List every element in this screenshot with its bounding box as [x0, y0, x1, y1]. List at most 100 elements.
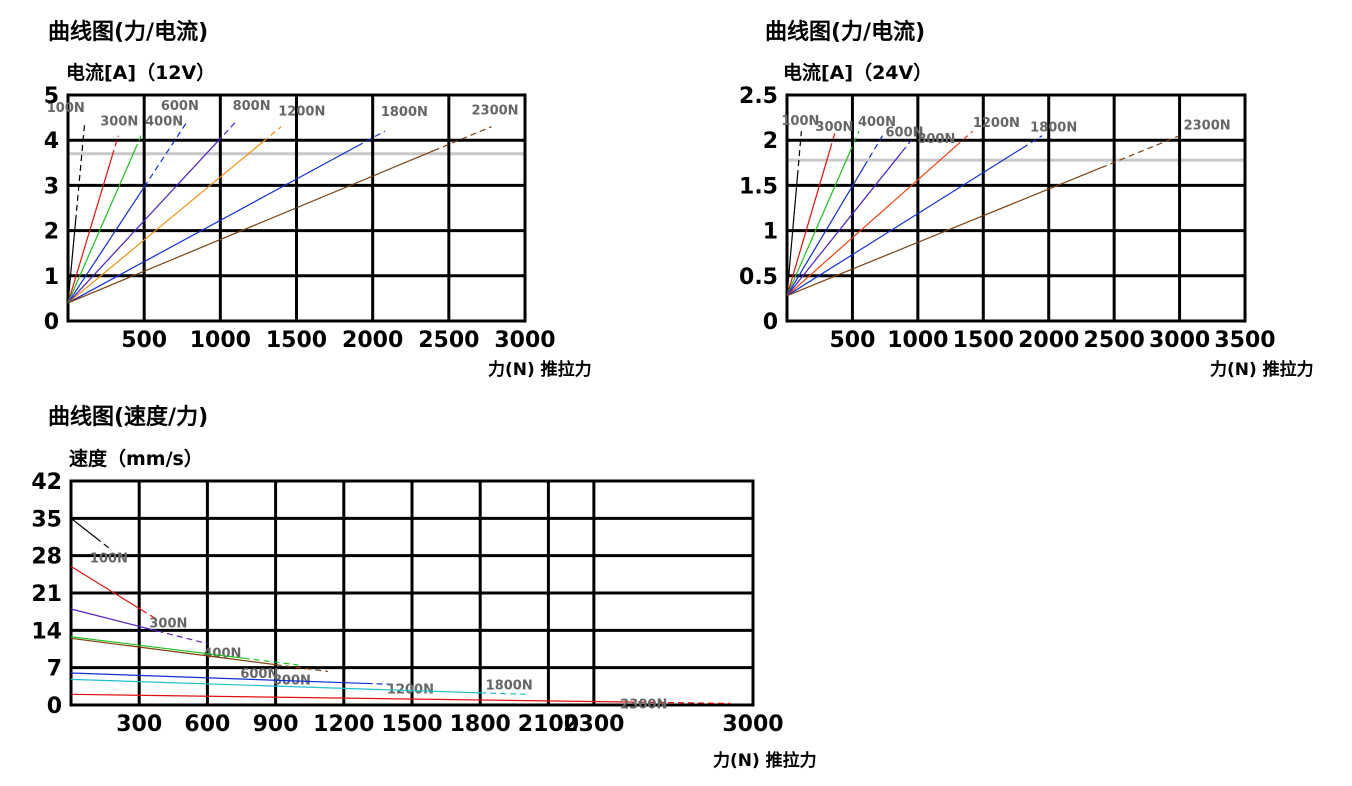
- series-line-2300N: [67, 150, 434, 304]
- series-line-800N: [70, 637, 276, 666]
- x-tick-label: 2500: [1084, 328, 1145, 353]
- x-tick-label: 3000: [722, 712, 783, 737]
- series-label-300N: 300N: [815, 120, 853, 135]
- series-line-800N: [67, 141, 218, 304]
- series-label-400N: 400N: [203, 647, 241, 662]
- series-label-800N: 800N: [917, 132, 955, 147]
- series-line-dashed-300N: [829, 130, 836, 150]
- series-line-dashed-2300N: [627, 701, 731, 704]
- x-axis-label: 力(N) 推拉力: [1210, 359, 1314, 380]
- y-tick-label: 35: [31, 507, 62, 532]
- x-tick-label: 900: [253, 712, 299, 737]
- y-axis-label: 速度（mm/s）: [69, 447, 203, 470]
- y-tick-label: 14: [31, 619, 62, 644]
- x-axis-label: 力(N) 推拉力: [713, 750, 817, 771]
- x-tick-label: 1200: [313, 712, 374, 737]
- series-label-2300N: 2300N: [1184, 119, 1231, 134]
- x-tick-label: 2300: [563, 712, 624, 737]
- series-line-dashed-2300N: [433, 126, 492, 152]
- series-label-1200N: 1200N: [973, 116, 1020, 131]
- series-label-300N: 300N: [100, 115, 138, 130]
- x-tick-label: 300: [116, 712, 162, 737]
- x-tick-label: 1500: [953, 328, 1014, 353]
- chart-title: 曲线图(力/电流): [48, 19, 208, 45]
- series-line-dashed-300N: [141, 609, 158, 621]
- series-line-dashed-400N: [849, 130, 860, 153]
- series-line-dashed-100N: [95, 537, 113, 551]
- y-tick-label: 0: [47, 694, 62, 719]
- y-tick-label: 1.5: [739, 174, 778, 199]
- y-tick-label: 4: [44, 129, 59, 154]
- series-line-300N: [67, 155, 113, 304]
- series-line-1200N: [67, 141, 264, 304]
- series-line-dashed-1200N: [366, 682, 403, 686]
- series-line-1800N: [67, 145, 358, 304]
- plot-frame: [785, 93, 1247, 323]
- series-label-1800N: 1800N: [1030, 121, 1077, 136]
- series-label-400N: 400N: [858, 115, 896, 130]
- x-tick-label: 2100: [518, 712, 579, 737]
- x-tick-label: 3500: [1214, 328, 1275, 353]
- series-line-1200N: [70, 672, 367, 685]
- y-tick-label: 5: [44, 84, 59, 109]
- series-line-400N: [70, 608, 158, 632]
- y-tick-label: 28: [31, 545, 62, 570]
- series-line-dashed-800N: [275, 664, 328, 672]
- series-label-1200N: 1200N: [278, 105, 325, 120]
- x-tick-label: 1000: [190, 328, 251, 353]
- x-tick-label: 3000: [494, 328, 555, 353]
- chart-speed-force: 曲线图(速度/力) 速度（mm/s） 力(N) 推拉力 100N 300N 400N…: [31, 404, 816, 771]
- x-tick-label: 1000: [887, 328, 948, 353]
- series-line-dashed-1800N: [357, 130, 386, 147]
- series-line-800N: [786, 151, 903, 297]
- x-tick-label: 600: [184, 712, 230, 737]
- series-line-dashed-1800N: [1022, 135, 1043, 149]
- series-line-dashed-2300N: [1100, 135, 1180, 169]
- series-line-dashed-800N: [901, 139, 912, 153]
- y-axis-label: 电流[A]（12V）: [66, 61, 215, 84]
- series-line-dashed-800N: [216, 121, 237, 143]
- series-line-100N: [70, 517, 97, 539]
- series-line-dashed-600N: [143, 121, 188, 188]
- y-tick-label: 2.5: [739, 84, 778, 109]
- series-label-600N: 600N: [240, 667, 278, 682]
- series-line-400N: [786, 151, 851, 296]
- series-label-300N: 300N: [149, 617, 187, 632]
- series-label-400N: 400N: [145, 115, 183, 130]
- series-line-300N: [70, 565, 142, 611]
- plot-frame: [66, 93, 527, 323]
- series-line-dashed-400N: [134, 135, 142, 150]
- series-line-100N: [67, 220, 77, 303]
- series-line-dashed-1200N: [262, 126, 282, 143]
- series-line-2300N: [786, 167, 1102, 297]
- series-line-dashed-600N: [243, 657, 299, 666]
- series-label-2300N: 2300N: [471, 104, 518, 119]
- y-tick-label: 21: [31, 582, 62, 607]
- series-label-600N: 600N: [886, 126, 924, 141]
- chart-title: 曲线图(速度/力): [48, 404, 208, 430]
- y-tick-label: 3: [44, 174, 59, 199]
- y-axis-label: 电流[A]（24V）: [783, 61, 932, 84]
- x-axis-label: 力(N) 推拉力: [488, 359, 592, 380]
- series-line-600N: [70, 636, 244, 659]
- series-line-dashed-100N: [75, 122, 86, 221]
- series-line-dashed-400N: [157, 630, 208, 645]
- series-line-300N: [786, 148, 831, 296]
- series-label-800N: 800N: [233, 99, 271, 114]
- series-line-1800N: [70, 678, 481, 694]
- series-label-100N: 100N: [781, 114, 819, 129]
- series-line-400N: [67, 149, 136, 304]
- series-line-2300N: [70, 693, 628, 703]
- series-line-dashed-100N: [796, 131, 802, 177]
- x-tick-label: 2000: [342, 328, 403, 353]
- x-tick-label: 1500: [266, 328, 327, 353]
- x-tick-label: 3000: [1149, 328, 1210, 353]
- series-line-1800N: [786, 147, 1023, 297]
- x-tick-label: 1500: [381, 712, 442, 737]
- series-line-600N: [67, 186, 145, 304]
- x-tick-label: 500: [829, 328, 875, 353]
- y-tick-label: 42: [31, 470, 62, 495]
- x-tick-label: 2000: [1018, 328, 1079, 353]
